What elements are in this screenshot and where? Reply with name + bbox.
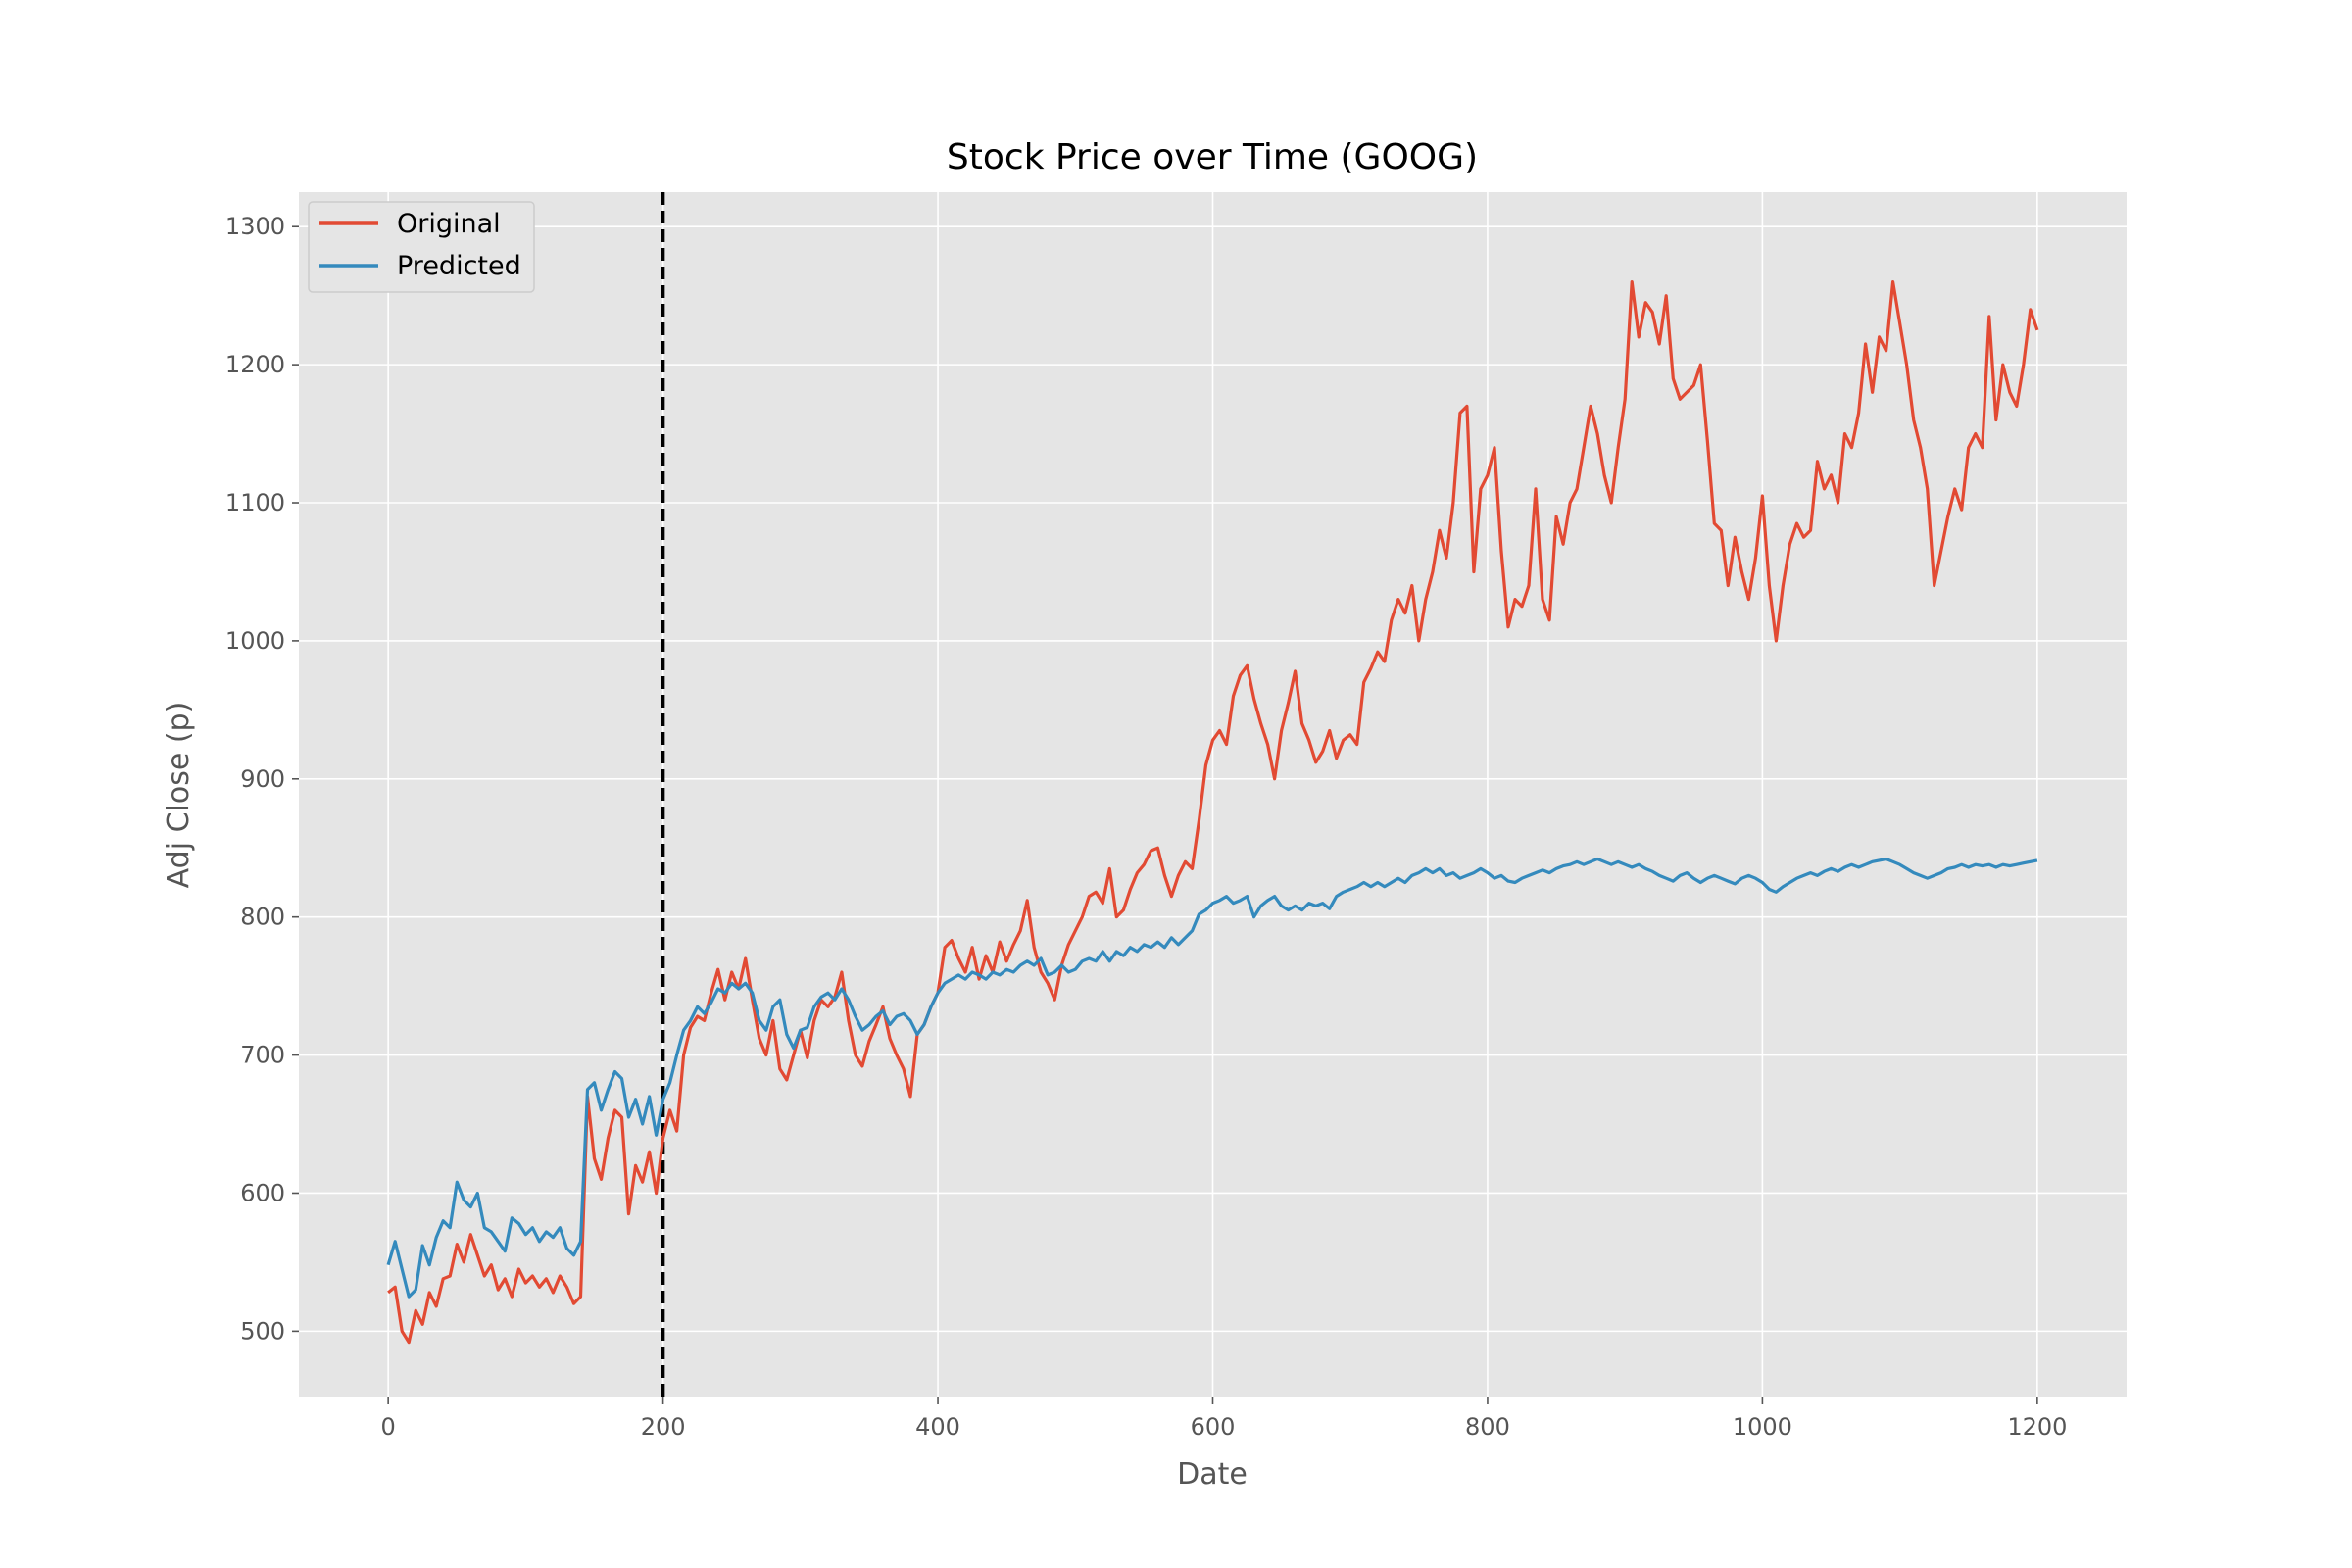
x-tick-label: 600 <box>1191 1413 1236 1441</box>
x-tick-label: 1000 <box>1733 1413 1792 1441</box>
legend-label-predicted: Predicted <box>397 251 521 281</box>
y-axis-label: Adj Close (p) <box>162 702 196 889</box>
y-axis-ticks: 500 600 700 800 900 1000 1100 1200 1300 <box>225 213 299 1345</box>
legend: Original Predicted <box>308 201 535 293</box>
x-tick-label: 1200 <box>2007 1413 2067 1441</box>
y-tick-label: 1100 <box>225 489 285 516</box>
legend-label-original: Original <box>397 209 501 239</box>
chart-title: Stock Price over Time (GOOG) <box>947 137 1478 177</box>
grid-lines <box>299 192 2127 1397</box>
x-tick-label: 800 <box>1465 1413 1510 1441</box>
x-tick-label: 0 <box>381 1413 396 1441</box>
y-tick-label: 500 <box>240 1317 285 1345</box>
series-line-original <box>387 280 2039 1345</box>
y-tick-label: 900 <box>240 765 285 793</box>
x-axis-ticks: 0 200 400 600 800 1000 1200 <box>381 1397 2067 1441</box>
y-tick-label: 1200 <box>225 351 285 378</box>
y-tick-label: 1000 <box>225 627 285 655</box>
x-axis-label: Date <box>1177 1457 1248 1492</box>
x-tick-label: 200 <box>641 1413 686 1441</box>
y-tick-label: 600 <box>240 1179 285 1206</box>
series-lines <box>386 280 2039 1345</box>
y-tick-label: 800 <box>240 904 285 931</box>
y-tick-label: 1300 <box>225 213 285 240</box>
x-tick-label: 400 <box>915 1413 960 1441</box>
y-tick-label: 700 <box>240 1042 285 1069</box>
series-line-predicted <box>386 857 2038 1298</box>
